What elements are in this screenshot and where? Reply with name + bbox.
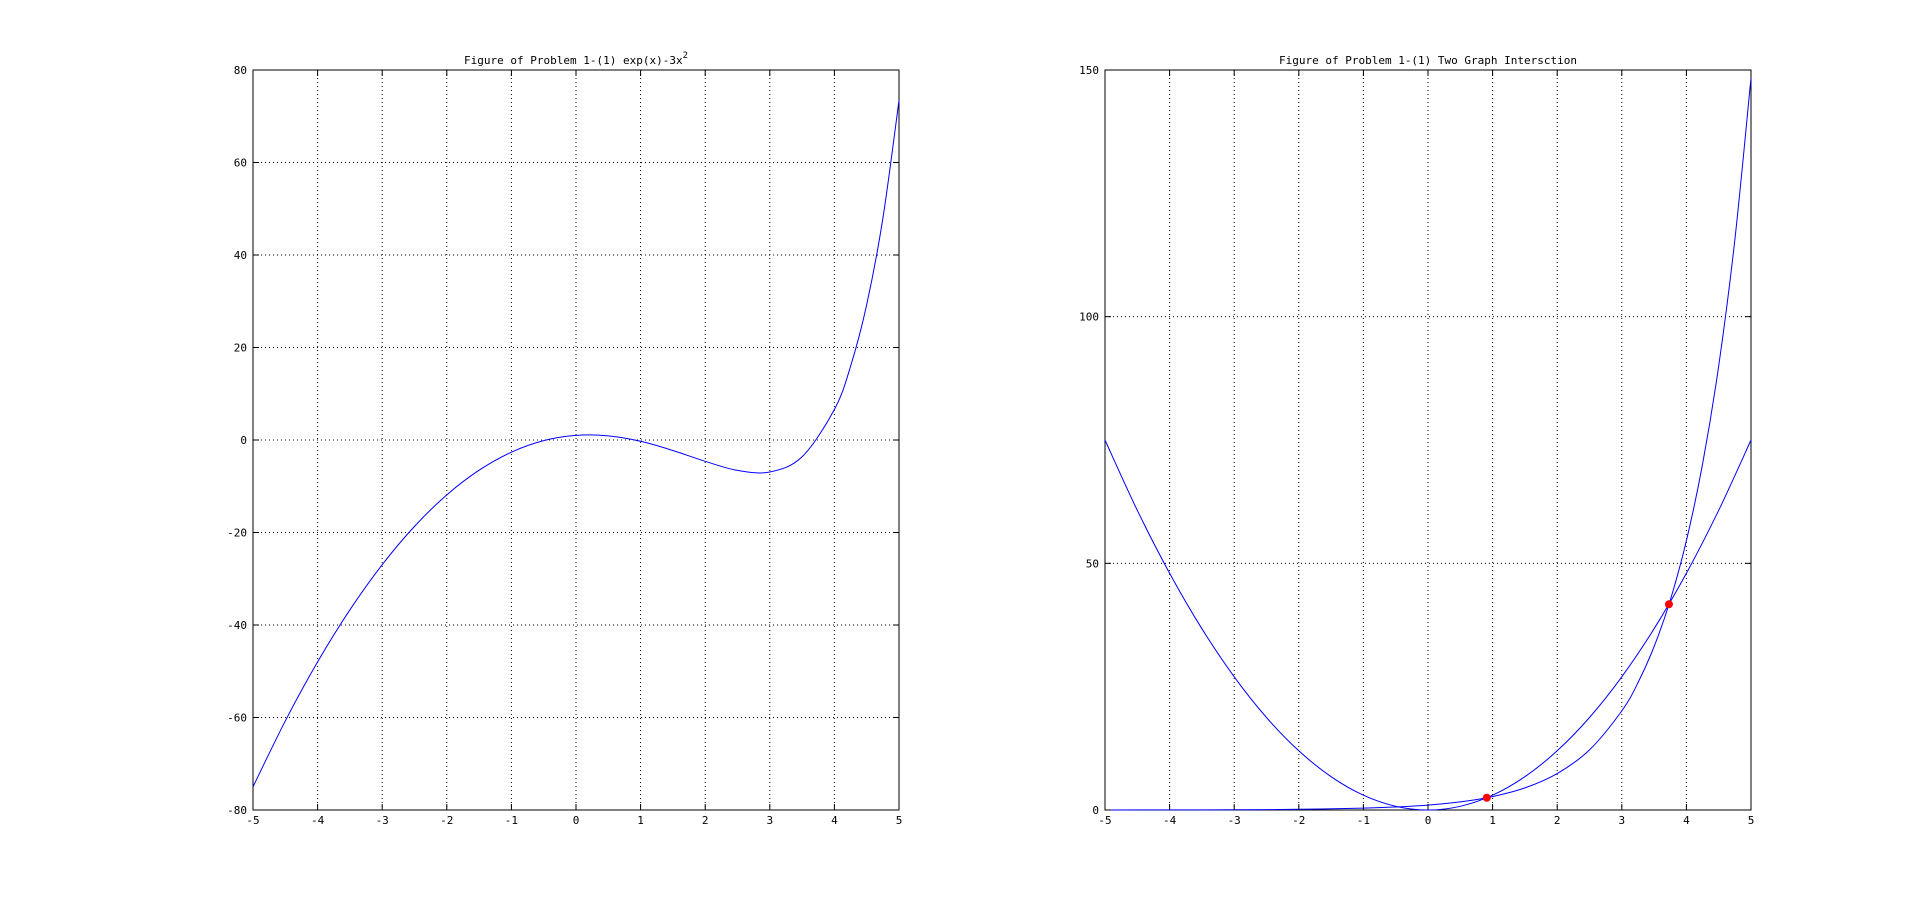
plot-left-ytick-label: 0 — [240, 434, 247, 447]
plot-right-intersection-point — [1664, 600, 1673, 609]
plot-left-xtick-label: -3 — [376, 814, 389, 827]
plot-left: -5 -4 -3 -2 -1 0 1 2 3 4 5 -80 -60 -40 -20 0 20 40 60 80 Fi… — [227, 51, 902, 827]
plot-left-ytick-label: -60 — [227, 712, 247, 725]
plot-right-xtick-label: 1 — [1489, 814, 1496, 827]
plot-left-grid — [253, 70, 899, 810]
plot-right-xtick-label: 3 — [1618, 814, 1625, 827]
plot-right-xtick-label: 4 — [1683, 814, 1690, 827]
plot-left-series-line-0 — [252, 100, 900, 788]
plot-left-ytick-label: -80 — [227, 804, 247, 817]
plot-right-title: Figure of Problem 1-(1) Two Graph Inters… — [1279, 54, 1577, 67]
plot-left-ytick-label: 60 — [234, 157, 247, 170]
plot-right-xtick-label: -4 — [1163, 814, 1177, 827]
plot-left-ytick-label: 40 — [234, 249, 247, 262]
plot-left-xtick-label: 3 — [766, 814, 773, 827]
plot-left-xtick-label: 1 — [637, 814, 644, 827]
plot-right-series-line-1 — [1104, 77, 1752, 811]
plot-left-xtick-label: -1 — [505, 814, 518, 827]
plot-left-series — [252, 100, 900, 788]
plot-left-xtick-label: 2 — [702, 814, 709, 827]
plot-right-xtick-label: -1 — [1357, 814, 1370, 827]
plot-left-title-main: Figure of Problem 1-(1) exp(x)-3x — [464, 54, 683, 67]
plot-right-ytick-label: 50 — [1086, 557, 1099, 570]
plot-left-xtick-label: 0 — [573, 814, 580, 827]
plot-left-xtick-label: -4 — [311, 814, 325, 827]
plot-right-xtick-label: -2 — [1292, 814, 1305, 827]
plot-right-xtick-label: -3 — [1228, 814, 1241, 827]
plot-left-ytick-label: 20 — [234, 342, 247, 355]
plot-right-ytick-label: 0 — [1092, 804, 1099, 817]
plot-right-intersection-point — [1482, 793, 1491, 802]
plot-left-ytick-label: -40 — [227, 619, 247, 632]
plot-left-ticks: -5 -4 -3 -2 -1 0 1 2 3 4 5 -80 -60 -40 -20 0 20 40 60 80 — [227, 64, 902, 827]
plot-left-xtick-label: 4 — [831, 814, 838, 827]
plot-right-xtick-label: -5 — [1098, 814, 1111, 827]
plot-right-grid — [1105, 70, 1751, 810]
plot-left-ytick-label: 80 — [234, 64, 247, 77]
plot-right-xtick-label: 0 — [1425, 814, 1432, 827]
plot-right-ytick-label: 100 — [1079, 311, 1099, 324]
plot-right-title-main: Figure of Problem 1-(1) Two Graph Inters… — [1279, 54, 1577, 67]
plot-right-ytick-label: 150 — [1079, 64, 1099, 77]
plot-left-xtick-label: -2 — [440, 814, 453, 827]
plot-right-xtick-label: 2 — [1554, 814, 1561, 827]
plot-left-xtick-label: 5 — [896, 814, 903, 827]
plot-left-title: Figure of Problem 1-(1) exp(x)-3x2 — [464, 51, 688, 67]
plot-left-ytick-label: -20 — [227, 527, 247, 540]
plot-right-xtick-label: 5 — [1748, 814, 1755, 827]
plot-left-title-superscript: 2 — [683, 51, 688, 61]
plot-left-xtick-label: -5 — [246, 814, 259, 827]
